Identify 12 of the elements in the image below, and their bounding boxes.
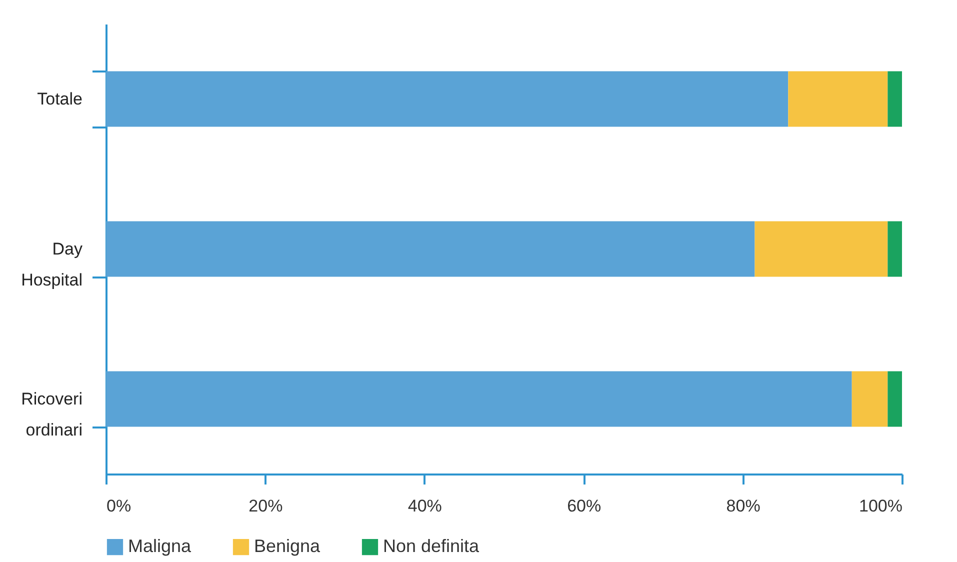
y-tick-label: Totale xyxy=(37,90,82,108)
x-tick-label: 60% xyxy=(567,496,602,516)
y-tick-label: Ricoveri ordinari xyxy=(21,390,82,440)
y-tick-label: Day Hospital xyxy=(21,240,83,290)
legend-label: Benigna xyxy=(254,536,322,556)
legend-label: Non definita xyxy=(383,536,480,556)
x-tick-label: 40% xyxy=(408,496,442,516)
x-tick-label: 100% xyxy=(859,496,902,516)
x-tick-label: 20% xyxy=(248,496,283,516)
x-tick-label: 0% xyxy=(106,496,132,516)
x-tick-label: 80% xyxy=(726,496,760,516)
legend-label: Maligna xyxy=(128,536,192,556)
